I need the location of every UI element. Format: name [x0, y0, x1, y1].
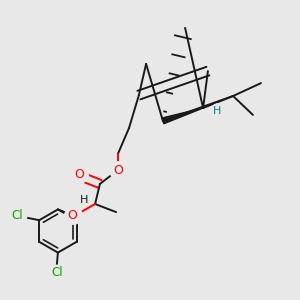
Polygon shape — [162, 108, 203, 124]
Text: O: O — [74, 167, 84, 181]
Text: H: H — [80, 195, 88, 205]
Text: O: O — [68, 208, 77, 222]
Text: Cl: Cl — [51, 266, 63, 280]
Text: Cl: Cl — [12, 209, 23, 222]
Text: O: O — [113, 164, 123, 177]
Text: H: H — [213, 106, 222, 116]
